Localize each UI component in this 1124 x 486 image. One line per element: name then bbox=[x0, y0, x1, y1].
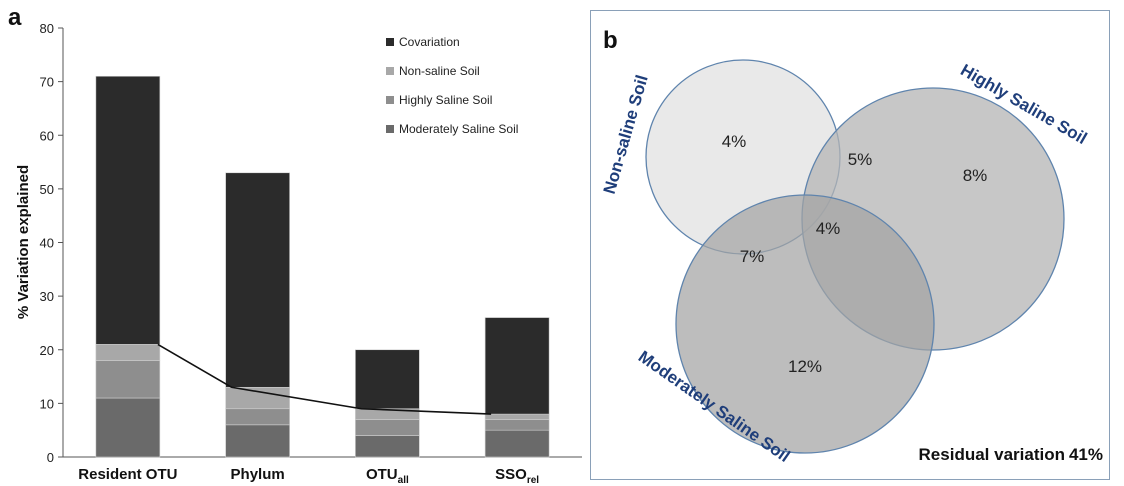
y-axis-title: % Variation explained bbox=[15, 165, 32, 319]
y-tick-label: 70 bbox=[40, 75, 54, 90]
bar-segment-covariation bbox=[355, 349, 420, 410]
residual-variation: Residual variation 41% bbox=[919, 445, 1103, 465]
residual-label: Residual variation bbox=[918, 445, 1065, 464]
x-axis-labels: Resident OTU Phylum OTUall SSOrel bbox=[78, 466, 539, 486]
non-saline-label: Non-saline Soil bbox=[600, 73, 652, 196]
region-non-saline-moderately: 7% bbox=[740, 247, 765, 266]
x-tick-subscript: all bbox=[398, 475, 409, 486]
bar-segment-covariation bbox=[225, 172, 290, 388]
y-tick-label: 10 bbox=[40, 396, 54, 411]
region-all-three: 4% bbox=[816, 219, 841, 238]
legend-swatch bbox=[386, 96, 394, 104]
y-tick-label: 0 bbox=[47, 450, 54, 465]
y-tick-label: 30 bbox=[40, 289, 54, 304]
y-tick-label: 80 bbox=[40, 21, 54, 36]
y-tick-label: 60 bbox=[40, 128, 54, 143]
legend-swatch bbox=[386, 67, 394, 75]
bar-segment-highly-saline-soil bbox=[95, 360, 161, 399]
bar-stacks bbox=[95, 75, 550, 458]
x-tick-label: SSOrel bbox=[495, 466, 539, 486]
residual-value: 41% bbox=[1068, 445, 1103, 464]
region-moderately-only: 12% bbox=[788, 357, 822, 376]
legend: Covariation Non-saline Soil Highly Saline … bbox=[386, 35, 518, 136]
region-non-saline-only: 4% bbox=[722, 132, 747, 151]
bar-segment-moderately-saline-soil bbox=[95, 397, 161, 458]
bar-segment-highly-saline-soil bbox=[484, 419, 550, 431]
trend-line bbox=[157, 343, 492, 415]
region-highly-only: 8% bbox=[963, 166, 988, 185]
stacked-bar-chart: 0 10 20 30 40 50 60 70 80 Resident OTU Phylum OTUa… bbox=[15, 21, 582, 486]
venn-diagram-panel: b Non-saline Soil Highly Saline Soil Mod… bbox=[590, 10, 1110, 480]
panel-a-label: a bbox=[8, 4, 22, 31]
bar-segment-highly-saline-soil bbox=[225, 408, 290, 426]
bar-segment-moderately-saline-soil bbox=[355, 435, 420, 458]
legend-label: Moderately Saline Soil bbox=[399, 122, 518, 136]
legend-label: Covariation bbox=[399, 35, 460, 49]
y-axis: 0 10 20 30 40 50 60 70 80 bbox=[40, 21, 582, 465]
bar-segment-covariation bbox=[484, 317, 550, 415]
panel-b-label: b bbox=[603, 27, 618, 54]
x-tick-label: Resident OTU bbox=[78, 466, 177, 483]
bar-segment-moderately-saline-soil bbox=[484, 429, 550, 458]
legend-label: Non-saline Soil bbox=[399, 64, 480, 78]
x-tick-subscript: rel bbox=[527, 475, 539, 486]
y-tick-label: 50 bbox=[40, 182, 54, 197]
bar-segment-moderately-saline-soil bbox=[225, 424, 290, 458]
legend-label: Highly Saline Soil bbox=[399, 93, 492, 107]
venn-diagram: Non-saline Soil Highly Saline Soil Moder… bbox=[600, 59, 1090, 466]
region-non-saline-highly: 5% bbox=[848, 150, 873, 169]
legend-swatch bbox=[386, 38, 394, 46]
x-tick-label: OTUall bbox=[366, 466, 409, 486]
x-tick-label: Phylum bbox=[231, 466, 285, 483]
y-tick-label: 40 bbox=[40, 236, 54, 251]
bar-segment-non-saline-soil bbox=[484, 413, 550, 420]
bar-segment-non-saline-soil bbox=[95, 344, 161, 361]
bar-segment-covariation bbox=[95, 75, 161, 345]
bar-segment-highly-saline-soil bbox=[355, 419, 420, 436]
moderately-saline-circle bbox=[675, 194, 935, 454]
bar-segment-non-saline-soil bbox=[225, 386, 290, 410]
y-tick-label: 20 bbox=[40, 343, 54, 358]
legend-swatch bbox=[386, 125, 394, 133]
trend-polyline bbox=[157, 343, 492, 415]
